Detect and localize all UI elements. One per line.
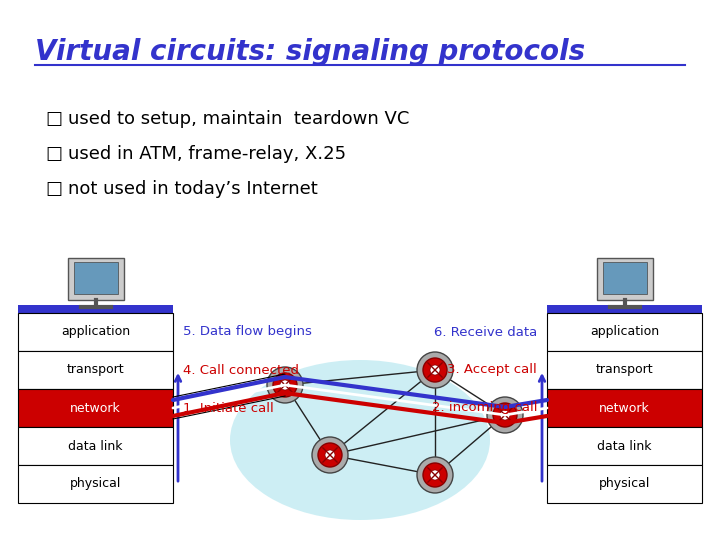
Bar xyxy=(547,305,702,313)
Circle shape xyxy=(423,463,447,487)
Bar xyxy=(596,258,652,300)
Bar xyxy=(18,465,173,503)
Bar xyxy=(18,305,173,313)
Circle shape xyxy=(487,397,523,433)
Bar xyxy=(18,313,173,351)
Circle shape xyxy=(312,437,348,473)
Text: 4. Call connected: 4. Call connected xyxy=(183,363,299,376)
Bar xyxy=(547,465,702,503)
Text: 3. Accept call: 3. Accept call xyxy=(447,363,537,376)
Text: physical: physical xyxy=(70,477,121,490)
Circle shape xyxy=(267,367,303,403)
Text: application: application xyxy=(590,326,659,339)
Text: 2. incoming call: 2. incoming call xyxy=(431,402,537,415)
Circle shape xyxy=(273,373,297,397)
Circle shape xyxy=(417,352,453,388)
Circle shape xyxy=(417,457,453,493)
Text: network: network xyxy=(599,402,650,415)
Text: physical: physical xyxy=(599,477,650,490)
Bar xyxy=(18,427,173,465)
Circle shape xyxy=(430,365,440,375)
Bar xyxy=(547,313,702,351)
Text: □: □ xyxy=(45,145,62,163)
Text: 5. Data flow begins: 5. Data flow begins xyxy=(183,326,312,339)
Bar xyxy=(603,262,647,294)
Bar xyxy=(73,262,117,294)
Circle shape xyxy=(318,443,342,467)
Circle shape xyxy=(423,358,447,382)
Text: 1. Initiate call: 1. Initiate call xyxy=(183,402,274,415)
Text: 6. Receive data: 6. Receive data xyxy=(433,326,537,339)
Text: Virtual circuits: signaling protocols: Virtual circuits: signaling protocols xyxy=(35,38,585,66)
Text: □: □ xyxy=(45,110,62,128)
Text: data link: data link xyxy=(68,440,122,453)
Bar xyxy=(18,351,173,389)
Text: □: □ xyxy=(45,180,62,198)
Circle shape xyxy=(325,450,335,460)
Text: used to setup, maintain  teardown VC: used to setup, maintain teardown VC xyxy=(68,110,410,128)
Text: not used in today’s Internet: not used in today’s Internet xyxy=(68,180,318,198)
Bar xyxy=(547,389,702,427)
Circle shape xyxy=(430,470,440,480)
Bar xyxy=(547,351,702,389)
Text: data link: data link xyxy=(598,440,652,453)
Circle shape xyxy=(493,403,517,427)
Bar xyxy=(68,258,124,300)
Text: application: application xyxy=(61,326,130,339)
Text: transport: transport xyxy=(67,363,125,376)
Text: transport: transport xyxy=(595,363,653,376)
Text: used in ATM, frame-relay, X.25: used in ATM, frame-relay, X.25 xyxy=(68,145,346,163)
Circle shape xyxy=(500,410,510,420)
Bar xyxy=(18,389,173,427)
Bar xyxy=(547,427,702,465)
Text: network: network xyxy=(70,402,121,415)
Ellipse shape xyxy=(230,360,490,520)
Circle shape xyxy=(280,380,290,390)
